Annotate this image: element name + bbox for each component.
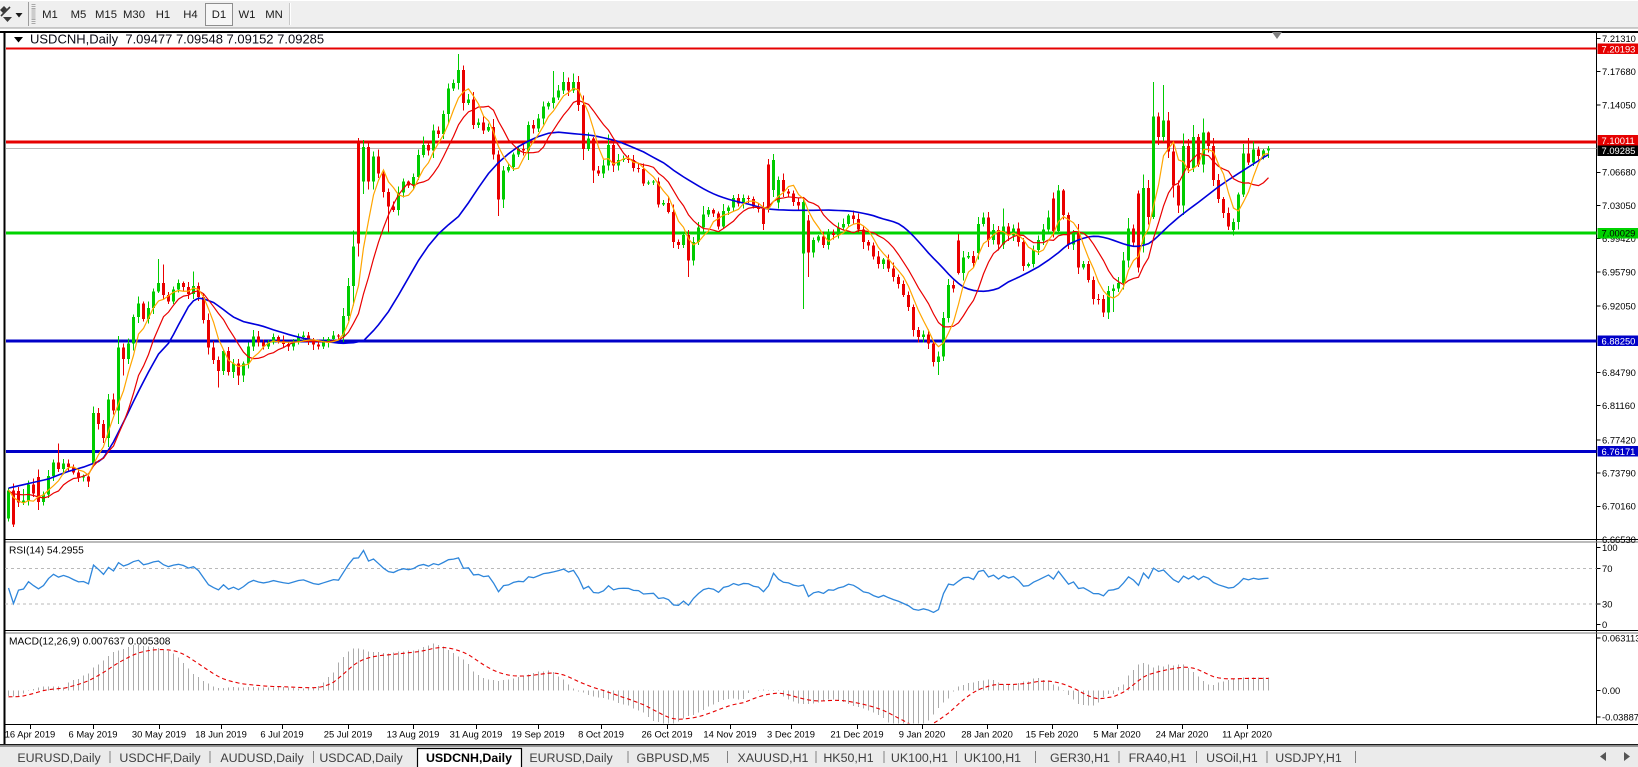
- svg-text:USDCNH,Daily 7.09477 7.09548: USDCNH,Daily 7.09477 7.09548 7.09152 7.0…: [30, 32, 324, 47]
- svg-text:6.73790: 6.73790: [1602, 468, 1636, 479]
- svg-text:28 Jan 2020: 28 Jan 2020: [961, 729, 1013, 740]
- svg-text:6.92050: 6.92050: [1602, 301, 1636, 312]
- svg-text:31 Aug 2019: 31 Aug 2019: [450, 729, 503, 740]
- svg-text:H1: H1: [156, 9, 170, 21]
- svg-text:8 Oct 2019: 8 Oct 2019: [578, 729, 624, 740]
- svg-text:6.70160: 6.70160: [1602, 501, 1636, 512]
- svg-text:H4: H4: [183, 9, 197, 21]
- svg-text:USDCNH,Daily: USDCNH,Daily: [426, 751, 512, 765]
- svg-text:GER30,H1: GER30,H1: [1050, 751, 1110, 765]
- svg-text:MACD(12,26,9) 0.007637 0.00530: MACD(12,26,9) 0.007637 0.005308: [9, 637, 171, 648]
- svg-text:6.95790: 6.95790: [1602, 266, 1636, 277]
- svg-text:30 May 2019: 30 May 2019: [132, 729, 186, 740]
- svg-text:11 Apr 2020: 11 Apr 2020: [1222, 729, 1272, 740]
- svg-text:0.00: 0.00: [1602, 685, 1620, 696]
- svg-text:7.14050: 7.14050: [1602, 99, 1636, 110]
- svg-text:13 Aug 2019: 13 Aug 2019: [387, 729, 440, 740]
- svg-text:EURUSD,Daily: EURUSD,Daily: [17, 751, 101, 765]
- svg-text:3 Dec 2019: 3 Dec 2019: [767, 729, 815, 740]
- svg-text:0: 0: [1602, 619, 1607, 630]
- svg-text:25 Jul 2019: 25 Jul 2019: [324, 729, 372, 740]
- svg-text:USDCHF,Daily: USDCHF,Daily: [119, 751, 201, 765]
- svg-text:FRA40,H1: FRA40,H1: [1129, 751, 1187, 765]
- svg-text:UK100,H1: UK100,H1: [964, 751, 1021, 765]
- svg-text:6.66530: 6.66530: [1602, 534, 1636, 545]
- svg-text:24 Mar 2020: 24 Mar 2020: [1156, 729, 1209, 740]
- svg-text:USOil,H1: USOil,H1: [1206, 751, 1258, 765]
- svg-text:7.03050: 7.03050: [1602, 200, 1636, 211]
- svg-text:M1: M1: [42, 9, 58, 21]
- svg-text:UK100,H1: UK100,H1: [891, 751, 948, 765]
- svg-text:W1: W1: [239, 9, 256, 21]
- svg-text:18 Jun 2019: 18 Jun 2019: [195, 729, 247, 740]
- svg-text:HK50,H1: HK50,H1: [823, 751, 873, 765]
- svg-text:-0.038872: -0.038872: [1602, 711, 1638, 722]
- svg-text:M30: M30: [123, 9, 145, 21]
- svg-text:D1: D1: [212, 9, 226, 21]
- svg-text:19 Sep 2019: 19 Sep 2019: [511, 729, 564, 740]
- svg-text:6.84790: 6.84790: [1602, 367, 1636, 378]
- svg-text:6.76171: 6.76171: [1602, 446, 1636, 457]
- svg-text:M15: M15: [95, 9, 117, 21]
- svg-text:M5: M5: [71, 9, 87, 21]
- svg-text:15 Feb 2020: 15 Feb 2020: [1026, 729, 1079, 740]
- svg-text:USDCAD,Daily: USDCAD,Daily: [319, 751, 403, 765]
- svg-text:30: 30: [1602, 598, 1612, 609]
- svg-text:7.06680: 7.06680: [1602, 167, 1636, 178]
- svg-text:EURUSD,Daily: EURUSD,Daily: [529, 751, 613, 765]
- svg-text:16 Apr 2019: 16 Apr 2019: [5, 729, 56, 740]
- svg-text:RSI(14) 54.2955: RSI(14) 54.2955: [9, 546, 84, 557]
- svg-text:0.063113: 0.063113: [1602, 633, 1638, 644]
- svg-text:9 Jan 2020: 9 Jan 2020: [899, 729, 945, 740]
- svg-text:GBPUSD,M5: GBPUSD,M5: [637, 751, 710, 765]
- svg-text:6.77420: 6.77420: [1602, 434, 1636, 445]
- svg-text:7.00029: 7.00029: [1602, 228, 1636, 239]
- svg-text:6 Jul 2019: 6 Jul 2019: [260, 729, 303, 740]
- svg-text:14 Nov 2019: 14 Nov 2019: [703, 729, 756, 740]
- svg-text:70: 70: [1602, 563, 1612, 574]
- svg-text:5 Mar 2020: 5 Mar 2020: [1093, 729, 1140, 740]
- svg-text:7.10011: 7.10011: [1602, 135, 1635, 146]
- svg-text:100: 100: [1602, 542, 1618, 553]
- svg-text:7.21310: 7.21310: [1602, 33, 1636, 44]
- svg-text:MN: MN: [265, 9, 283, 21]
- svg-text:7.17680: 7.17680: [1602, 66, 1636, 77]
- svg-text:6.99420: 6.99420: [1602, 233, 1636, 244]
- svg-text:26 Oct 2019: 26 Oct 2019: [641, 729, 692, 740]
- svg-text:21 Dec 2019: 21 Dec 2019: [830, 729, 883, 740]
- svg-text:6.81160: 6.81160: [1602, 400, 1635, 411]
- svg-text:XAUUSD,H1: XAUUSD,H1: [738, 751, 809, 765]
- svg-text:USDJPY,H1: USDJPY,H1: [1275, 751, 1342, 765]
- svg-text:6.88250: 6.88250: [1602, 335, 1636, 346]
- svg-text:6 May 2019: 6 May 2019: [69, 729, 118, 740]
- svg-text:AUDUSD,Daily: AUDUSD,Daily: [220, 751, 304, 765]
- svg-text:7.20193: 7.20193: [1602, 43, 1636, 54]
- svg-text:7.09285: 7.09285: [1602, 145, 1636, 156]
